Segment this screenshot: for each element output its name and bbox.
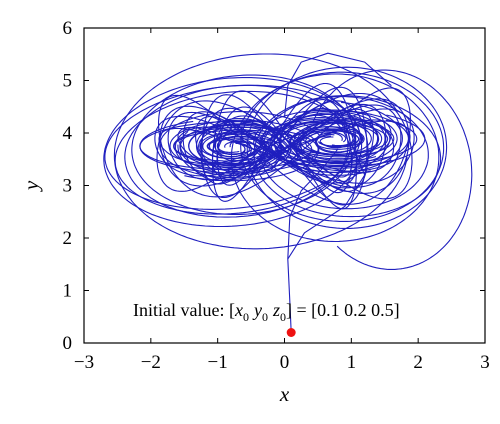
trajectory-outer-right: [240, 71, 445, 222]
x-tick-label: 0: [280, 352, 290, 373]
trajectory-outer-left: [113, 53, 408, 250]
trajectory-outer-left: [114, 90, 351, 215]
trajectory-crossing: [216, 114, 353, 178]
trajectory-crossing: [158, 120, 411, 172]
trajectory-outer-left: [131, 74, 357, 215]
x-tick-label: 1: [347, 352, 357, 373]
x-tick-label: 3: [480, 352, 490, 373]
trajectory-crossing: [167, 104, 402, 188]
y-tick-label: 0: [63, 333, 73, 354]
x-tick-label: 2: [413, 352, 423, 373]
trajectory-top-arch: [283, 52, 392, 118]
trajectory-crossing: [177, 119, 392, 173]
plot-frame: [83, 27, 486, 344]
initial-point-marker: [286, 328, 296, 337]
y-tick-label: 6: [63, 18, 73, 39]
trajectory-crossing: [211, 82, 358, 210]
trajectory-outer-right: [253, 95, 442, 218]
y-tick-label: 1: [63, 281, 73, 302]
trajectory-outer-left: [124, 84, 349, 218]
x-axis-ticks: −3 −2 −1 0 1 2 3: [74, 28, 490, 373]
trajectory-transient: [287, 143, 366, 260]
y-tick-label: 5: [63, 71, 73, 92]
trajectory-crossing: [211, 107, 358, 185]
initial-value-annotation: Initial value: [x0​y0​z0​] = [0.1 0.2 0.…: [133, 300, 400, 324]
y-axis-ticks: 0 1 2 3 4 5 6: [63, 18, 485, 354]
x-tick-label: −1: [208, 352, 228, 373]
trajectory-layer: [103, 52, 473, 333]
y-tick-label: 4: [63, 123, 73, 144]
trajectory-outer-right: [230, 73, 440, 243]
trajectory-crossing: [217, 99, 352, 194]
x-axis-label: x: [279, 382, 290, 406]
trajectory-transient: [287, 148, 339, 333]
trajectory-crossing: [195, 108, 374, 184]
trajectory-outer-left: [103, 77, 363, 228]
y-tick-label: 2: [63, 228, 73, 249]
trajectory-outer-right: [312, 69, 473, 270]
trajectory-outer-right: [246, 66, 448, 229]
trajectory-outer-right: [259, 96, 429, 210]
y-axis-label: y: [19, 180, 43, 192]
x-tick-label: −2: [141, 352, 161, 373]
x-tick-label: −3: [74, 352, 94, 373]
y-tick-label: 3: [63, 176, 73, 197]
